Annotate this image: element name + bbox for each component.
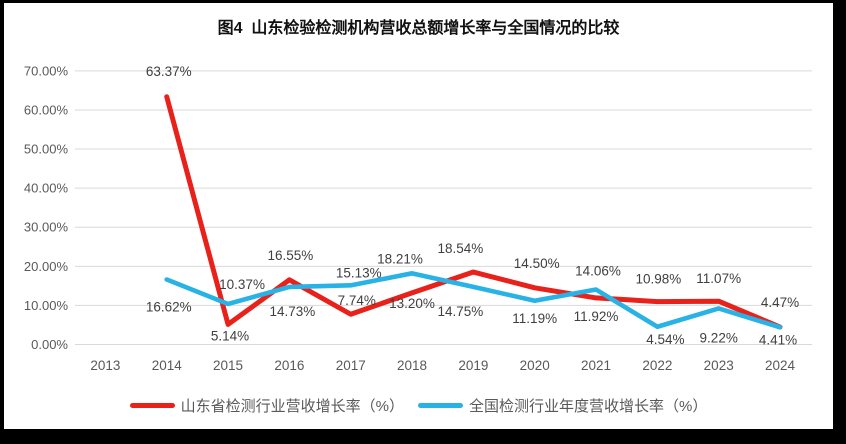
data-label: 4.47% [761,295,799,310]
data-label: 14.75% [437,304,483,319]
data-label: 18.54% [437,241,483,256]
x-tick-label: 2023 [704,358,734,373]
data-label: 13.20% [389,296,435,311]
legend-item-shandong: 山东省检测行业营收增长率（%） [129,395,404,416]
x-tick-label: 2018 [397,358,427,373]
data-label: 5.14% [211,328,249,343]
x-tick-label: 2024 [765,358,796,373]
legend-label-shandong: 山东省检测行业营收增长率（%） [180,398,404,415]
x-tick-label: 2020 [520,358,550,373]
chart-legend: 山东省检测行业营收增长率（%） 全国检测行业年度营收增长率（%） [4,395,833,416]
data-label: 10.37% [219,277,265,292]
y-tick-label: 70.00% [24,63,69,78]
data-label: 16.55% [267,248,313,263]
data-label: 11.07% [696,271,741,286]
data-label: 11.19% [512,311,557,326]
y-tick-label: 30.00% [24,220,69,235]
data-label: 16.62% [146,300,192,315]
data-label: 4.41% [759,332,797,347]
data-label: 63.37% [146,64,192,79]
x-tick-label: 2015 [213,358,243,373]
y-tick-label: 10.00% [24,298,69,313]
data-label: 7.74% [338,293,376,308]
data-label: 14.73% [269,304,315,319]
x-tick-label: 2016 [274,358,304,373]
x-tick-label: 2019 [458,358,488,373]
legend-item-national: 全国检测行业年度营收增长率（%） [418,395,707,416]
data-label: 10.98% [635,272,681,287]
series-line [164,94,783,330]
y-tick-label: 60.00% [24,102,69,117]
data-label: 11.92% [574,309,619,324]
data-label: 18.21% [377,251,423,266]
x-tick-label: 2017 [336,358,366,373]
data-label: 9.22% [700,330,738,345]
shandong-line-marker-icon [129,403,175,408]
series-line [164,271,783,330]
data-label: 14.50% [514,256,560,271]
data-label: 15.13% [336,265,382,280]
x-tick-label: 2022 [642,358,672,373]
x-tick-label: 2021 [581,358,611,373]
y-tick-label: 20.00% [24,259,69,274]
x-tick-label: 2014 [152,358,183,373]
y-tick-label: 0.00% [31,337,68,352]
legend-label-national: 全国检测行业年度营收增长率（%） [469,398,708,415]
y-tick-label: 50.00% [24,142,69,157]
chart-canvas [4,3,833,429]
data-label: 14.06% [575,264,621,279]
x-tick-label: 2013 [90,358,120,373]
y-tick-label: 40.00% [24,181,69,196]
data-label: 4.54% [646,332,684,347]
chart-title: 图4 山东检验检测机构营收总额增长率与全国情况的比较 [217,20,620,37]
national-line-marker-icon [418,403,463,408]
